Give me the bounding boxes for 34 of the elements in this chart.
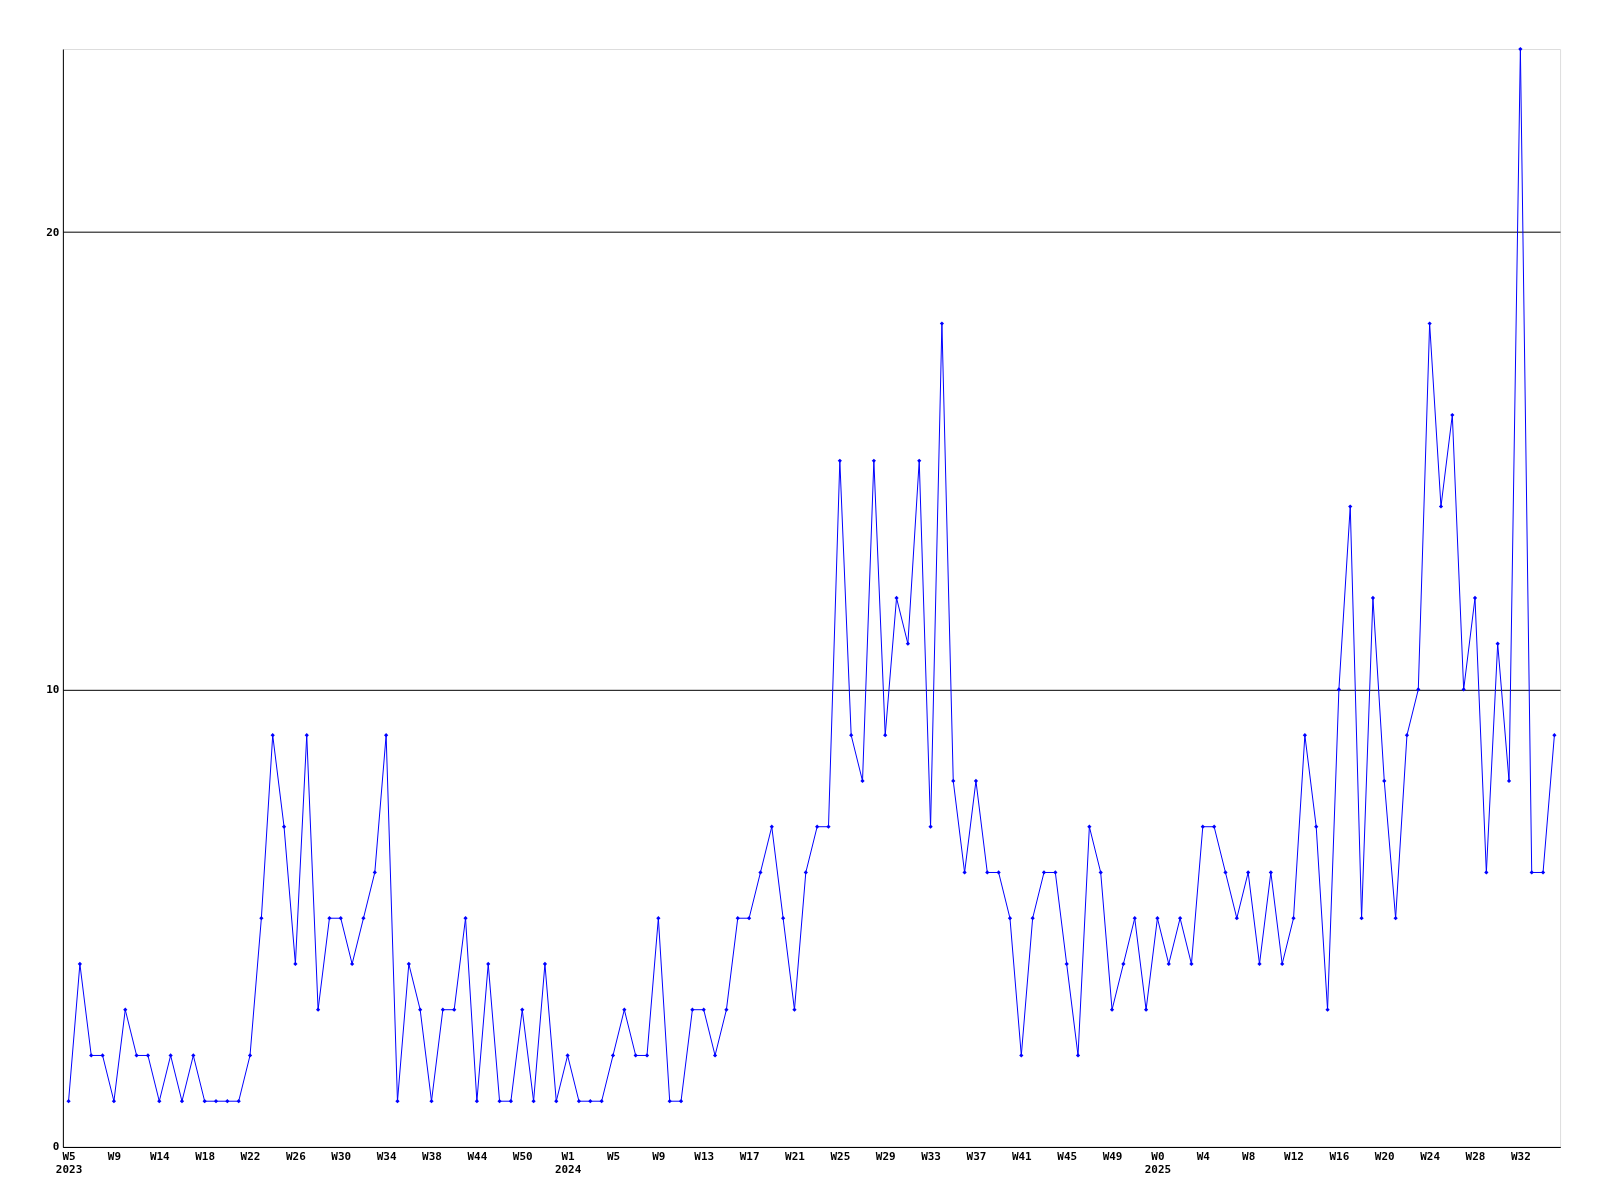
x-tick-label: W44	[467, 1150, 488, 1164]
x-tick-label: W1 2024	[554, 1150, 582, 1177]
x-tick-label: W14	[149, 1150, 171, 1164]
x-tick-label: W26	[285, 1150, 307, 1164]
x-tick-label: W30	[331, 1150, 352, 1164]
x-tick-label: W25	[830, 1150, 851, 1164]
x-tick-label: W28	[1465, 1150, 1486, 1164]
x-tick-label: W21	[785, 1150, 806, 1164]
x-tick-label: W9	[107, 1150, 122, 1164]
x-tick-label: W34	[376, 1150, 397, 1164]
x-tick-label: W32	[1510, 1150, 1531, 1164]
x-tick-label: W29	[875, 1150, 896, 1164]
x-tick-label: W16	[1329, 1150, 1350, 1164]
x-tick-label: W45	[1057, 1150, 1078, 1164]
x-tick-label: W9	[652, 1150, 666, 1164]
x-tick-label: W20	[1374, 1150, 1395, 1164]
x-tick-label: W33	[921, 1150, 941, 1164]
x-tick-label: W41	[1011, 1150, 1033, 1164]
x-tick-label: W22	[240, 1150, 261, 1164]
x-tick-label: W5	[606, 1150, 621, 1164]
x-tick-label: W37	[966, 1150, 987, 1164]
y-tick-label: 20	[46, 225, 60, 239]
y-tick-label: 10	[46, 682, 60, 696]
x-tick-label: W24	[1420, 1150, 1441, 1164]
x-tick-label: W13	[694, 1150, 715, 1164]
x-tick-label: W50	[512, 1150, 533, 1164]
x-tick-label: W8	[1242, 1150, 1256, 1164]
x-tick-label: W0 2025	[1144, 1150, 1172, 1177]
x-tick-label: W49	[1102, 1150, 1123, 1164]
x-tick-label: W4	[1196, 1150, 1211, 1164]
x-tick-label: W17	[739, 1150, 760, 1164]
x-tick-label: W38	[422, 1150, 442, 1164]
x-tick-label: W18	[195, 1150, 216, 1164]
x-tick-label: W12	[1284, 1150, 1304, 1164]
